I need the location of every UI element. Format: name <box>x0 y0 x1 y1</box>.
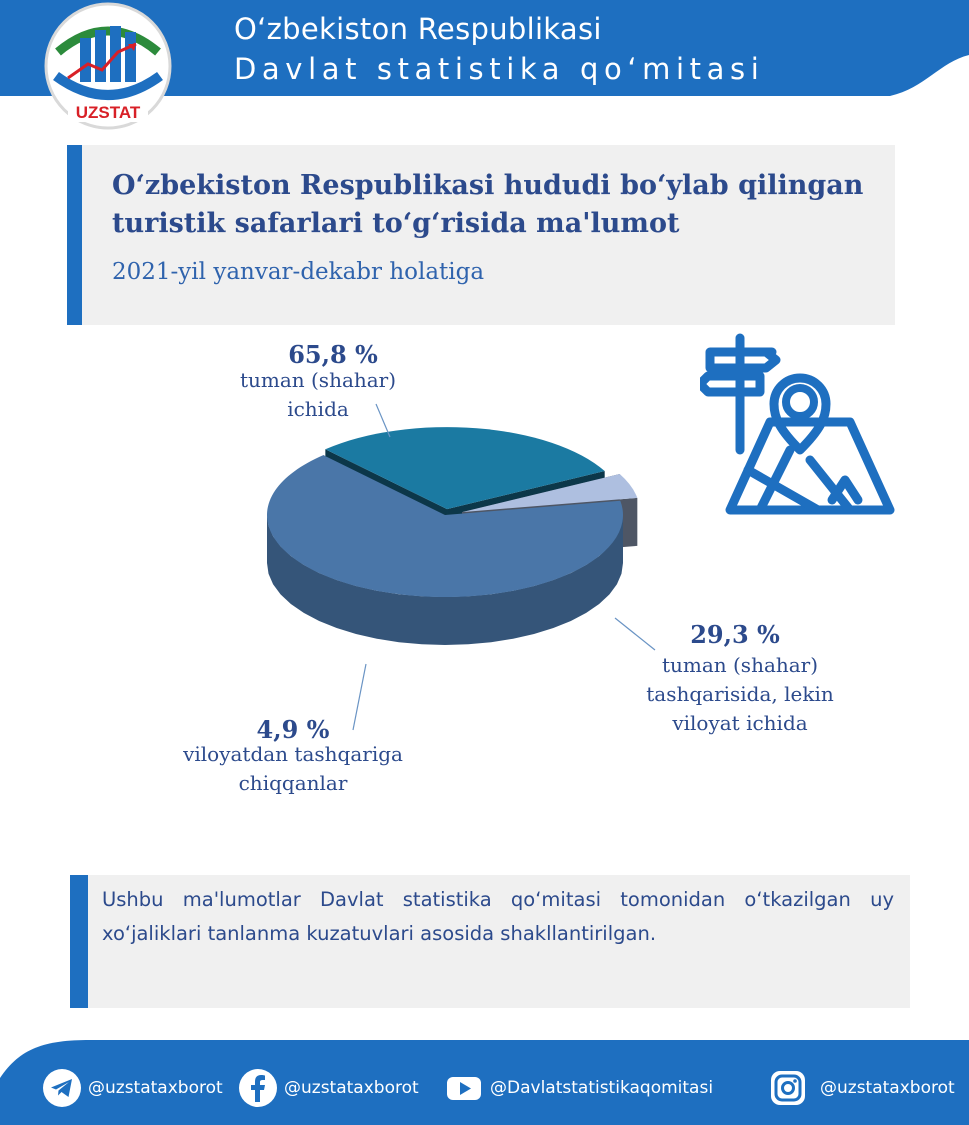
pie-slice-1 <box>325 427 605 510</box>
pie-chart <box>267 427 638 645</box>
youtube-link[interactable]: @Davlatstatistikaqomitasi <box>444 1068 713 1108</box>
footer-banner <box>0 1040 969 1125</box>
slice-0-label-line: tuman (shahar) <box>239 368 397 392</box>
header-title-line2: Davlat statistika qo‘mitasi <box>234 52 765 86</box>
slice-2-label: viloyatdan tashqariga chiqqanlar <box>168 740 418 798</box>
pie-slice-2 <box>462 474 638 513</box>
slice-1-value: 29,3 % <box>690 620 780 649</box>
page-subtitle: 2021-yil yanvar-dekabr holatiga <box>112 259 485 285</box>
slice-2-value: 4,9 % <box>256 715 330 744</box>
slice-1-label-line: tuman (shahar) <box>661 653 819 677</box>
slice-1-label-line: viloyat ichida <box>672 711 808 735</box>
telegram-handle: @uzstataxborot <box>88 1078 223 1098</box>
logo-text: UZSTAT <box>76 103 141 122</box>
slice-2-label-line: viloyatdan tashqariga <box>183 742 403 766</box>
instagram-handle: @uzstataxborot <box>820 1078 955 1098</box>
leader-line-slice-2 <box>352 663 367 731</box>
telegram-link[interactable]: @uzstataxborot <box>42 1068 223 1108</box>
telegram-icon <box>43 1069 81 1107</box>
instagram-icon <box>771 1071 805 1105</box>
header-banner <box>0 0 969 96</box>
leader-line-slice-1 <box>614 617 656 651</box>
note-panel: Ushbu ma'lumotlar Davlat statistika qo‘m… <box>70 875 910 1008</box>
slice-1-label: tuman (shahar) tashqarisida, lekin viloy… <box>625 651 855 738</box>
facebook-icon <box>239 1069 277 1107</box>
uzstat-logo: UZSTAT <box>44 2 172 130</box>
leader-line-slice-0 <box>375 403 391 438</box>
pie-slice-0-side <box>267 515 623 645</box>
slice-0-label: tuman (shahar) ichida <box>218 366 418 424</box>
youtube-handle: @Davlatstatistikaqomitasi <box>490 1078 714 1098</box>
facebook-handle: @uzstataxborot <box>284 1078 419 1098</box>
slice-0-value: 65,8 % <box>288 340 378 369</box>
travel-map-signpost-icon <box>700 333 895 515</box>
facebook-link[interactable]: @uzstataxborot <box>238 1068 419 1108</box>
slice-2-label-line: chiqqanlar <box>238 771 348 795</box>
page-title: O‘zbekiston Respublikasi hududi bo‘ylab … <box>112 170 864 239</box>
instagram-link[interactable]: @uzstataxborot <box>768 1068 955 1108</box>
youtube-icon <box>447 1077 481 1100</box>
slice-1-label-line: tashqarisida, lekin <box>646 682 834 706</box>
note-text: Ushbu ma'lumotlar Davlat statistika qo‘m… <box>102 888 894 945</box>
slice-0-label-line: ichida <box>287 397 349 421</box>
header-title-line1: O‘zbekiston Respublikasi <box>234 12 602 46</box>
pie-slice-0 <box>267 455 623 597</box>
title-panel: O‘zbekiston Respublikasi hududi bo‘ylab … <box>67 145 895 325</box>
